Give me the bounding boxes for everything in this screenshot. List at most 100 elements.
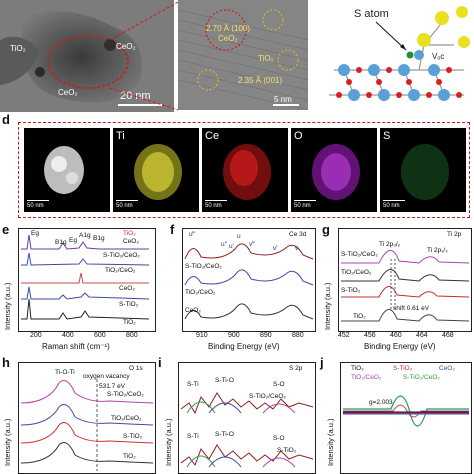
hrtem-scale-label: 5 nm bbox=[274, 95, 292, 104]
panel-e-xlabel: Raman shift (cm⁻¹) bbox=[42, 342, 110, 351]
panel-j-legend-3: CeO₂ bbox=[439, 365, 455, 372]
eds-map-s-bar bbox=[383, 199, 405, 201]
panel-e-curve-ceo2: CeO₂ bbox=[119, 285, 135, 292]
panel-e-xtick-4: 800 bbox=[126, 332, 138, 339]
model-vo-label: Vₒc bbox=[432, 52, 445, 61]
panel-h-curve-tio2: TiO₂ bbox=[123, 453, 136, 460]
panel-g-curve-stio2: S-TiO₂ bbox=[341, 287, 361, 294]
panel-j-gvalue: g=2.003 bbox=[369, 399, 393, 406]
panel-e-letter: e bbox=[2, 222, 10, 237]
eds-map-s-scale: 50 nm bbox=[383, 203, 400, 209]
panel-g-xtick-1: 452 bbox=[338, 332, 350, 339]
o-texture bbox=[312, 144, 360, 200]
panel-h-letter: h bbox=[2, 355, 10, 370]
tem-label-ceo2-a: CeO₂ bbox=[58, 88, 78, 97]
hrtem-texture bbox=[178, 0, 308, 110]
panel-i-ylabel: Intensity (a.u.) bbox=[164, 418, 173, 466]
panel-i-letter: i bbox=[158, 355, 162, 370]
panel-h-plot: O 1s Ti-O-Ti oxygen vacancy 531.7 eV S-T… bbox=[18, 362, 156, 474]
eds-map-ti: Ti 50 nm bbox=[113, 128, 199, 212]
panel-j-letter: j bbox=[320, 355, 324, 370]
ti-texture bbox=[134, 144, 182, 200]
panel-h-curve-stio2: S-TiO₂ bbox=[123, 433, 143, 440]
eds-map-o-bar bbox=[294, 199, 316, 201]
panel-e-curve-tio2: TiO₂ bbox=[123, 319, 136, 326]
panel-e-curves bbox=[21, 234, 150, 320]
s-texture bbox=[401, 144, 449, 200]
panel-f-curves bbox=[184, 243, 314, 320]
panel-f-peak-u2: u″ bbox=[221, 241, 227, 248]
panel-e-peak-b1g2: B1g bbox=[93, 235, 105, 242]
panel-f-corner: Ce 3d bbox=[289, 231, 307, 238]
panel-e-curve-tio2ceo2: TiO₂/CeO₂ bbox=[105, 267, 136, 274]
hrtem-ceo2-label: CeO₂ bbox=[218, 34, 238, 43]
eds-map-o: O 50 nm bbox=[291, 128, 377, 212]
panel-d-letter: d bbox=[2, 112, 10, 127]
panel-h-ylabel: Intensity (a.u.) bbox=[3, 418, 12, 466]
panel-e-plot: Eg B1g Eg A1g B1g TiO₂ CeO₂ S-TiO₂/CeO₂ … bbox=[18, 228, 156, 332]
panel-g-xtick-5: 468 bbox=[442, 332, 454, 339]
panel-e-legend-tio2: TiO₂ bbox=[123, 230, 136, 237]
panel-j-legend-5: S-TiO₂/CeO₂ bbox=[403, 374, 440, 381]
panel-g-curves bbox=[341, 250, 470, 322]
hrtem-scale-bar bbox=[273, 104, 299, 106]
panel-e-ylabel: Intensity (a.u.) bbox=[3, 282, 12, 330]
panel-h-energy: 531.7 eV bbox=[99, 383, 126, 390]
eds-map-ti-scale: 50 nm bbox=[116, 203, 133, 209]
eds-map-haadf-bar bbox=[27, 199, 49, 201]
panel-e-peak-b1g: B1g bbox=[55, 239, 67, 246]
panel-g-corner: Ti 2p bbox=[447, 231, 462, 238]
tem-label-tio2: TiO₂ bbox=[10, 44, 26, 53]
panel-g-curve-stio2ceo2: S-TiO₂/CeO₂ bbox=[341, 251, 378, 258]
panel-f-peak-v1: v′ bbox=[273, 245, 278, 252]
panel-j-curves bbox=[343, 395, 469, 427]
eds-map-ce-scale: 50 nm bbox=[205, 203, 222, 209]
panel-f-xtick-3: 890 bbox=[260, 332, 272, 339]
panel-f-curve-tio2ceo2: TiO₂/CeO₂ bbox=[185, 289, 216, 296]
panel-e-xtick-1: 200 bbox=[30, 332, 42, 339]
model-s-atom-label: S atom bbox=[354, 8, 389, 20]
panel-i-top-sti: S-Ti bbox=[187, 381, 199, 388]
panel-i-bot-so: S-O bbox=[273, 435, 285, 442]
panel-h-curves bbox=[20, 379, 154, 471]
hrtem-ceo2-spacing: 2.70 Å (100) bbox=[206, 24, 251, 33]
panel-f-peak-u3: u‴ bbox=[189, 231, 195, 238]
panel-j-legend-4: TiO₂/CeO₂ bbox=[351, 374, 382, 381]
panel-i-bot-sti: S-Ti bbox=[187, 433, 199, 440]
panel-g-curve-tio2: TiO₂ bbox=[353, 313, 366, 320]
panel-i-top-sample: S-TiO₂/CeO₂ bbox=[249, 393, 286, 400]
panel-f-letter: f bbox=[170, 222, 175, 237]
panel-j-legend-2: S-TiO₂ bbox=[393, 365, 413, 372]
panel-e-peak-eg1: Eg bbox=[31, 230, 39, 237]
panel-d-frame bbox=[18, 122, 470, 218]
panel-h-tioti: Ti-O-Ti bbox=[55, 369, 75, 376]
panel-h-curve-stio2ceo2: S-TiO₂/CeO₂ bbox=[107, 391, 144, 398]
panel-i-bot-sample: S-TiO₂ bbox=[277, 447, 297, 454]
panel-i-corner: S 2p bbox=[289, 365, 303, 372]
panel-i-plot: S 2p S-Ti S-Ti-O S-O S-TiO₂/CeO₂ S-Ti S-… bbox=[178, 362, 316, 474]
panel-f-xtick-2: 900 bbox=[228, 332, 240, 339]
haadf-texture bbox=[44, 146, 84, 194]
panel-f-peak-u: u bbox=[237, 233, 241, 240]
panel-i-curves bbox=[180, 392, 314, 468]
panel-g-peak-1-2: Ti 2p₁/₂ bbox=[427, 247, 448, 254]
panel-e-legend-ceo2: CeO₂ bbox=[123, 238, 139, 245]
panel-g-shift: shift 0.61 eV bbox=[393, 305, 430, 312]
panel-g-peak-3-2: Ti 2p₃/₂ bbox=[379, 241, 401, 248]
eds-map-ti-bar bbox=[116, 199, 138, 201]
atomic-model: S atom Vₒc bbox=[314, 0, 474, 112]
panel-f-xtick-1: 910 bbox=[196, 332, 208, 339]
eds-map-s: S 50 nm bbox=[380, 128, 466, 212]
eds-map-haadf: 50 nm bbox=[24, 128, 110, 212]
panel-f-peak-v3: v‴ bbox=[249, 241, 255, 248]
panel-e-curve-stio2: S-TiO₂ bbox=[119, 301, 139, 308]
panel-i-top-stio: S-Ti-O bbox=[215, 377, 234, 384]
panel-g-curve-tio2ceo2: TiO₂/CeO₂ bbox=[341, 269, 372, 276]
panel-j-legend: TiO₂ S-TiO₂ CeO₂ TiO₂/CeO₂ S-TiO₂/CeO₂ bbox=[343, 365, 469, 391]
panel-g-plot: Ti 2p Ti 2p₃/₂ Ti 2p₁/₂ S-TiO₂/CeO₂ TiO₂… bbox=[338, 228, 472, 332]
panel-f-curve-ceo2: CeO₂ bbox=[185, 307, 201, 314]
eds-map-s-title: S bbox=[383, 130, 391, 142]
panel-h-curve-tio2ceo2: TiO₂/CeO₂ bbox=[111, 415, 142, 422]
panel-e-curve-stio2ceo2: S-TiO₂/CeO₂ bbox=[103, 252, 140, 259]
panel-j-plot: TiO₂ S-TiO₂ CeO₂ TiO₂/CeO₂ S-TiO₂/CeO₂ g… bbox=[340, 362, 472, 474]
